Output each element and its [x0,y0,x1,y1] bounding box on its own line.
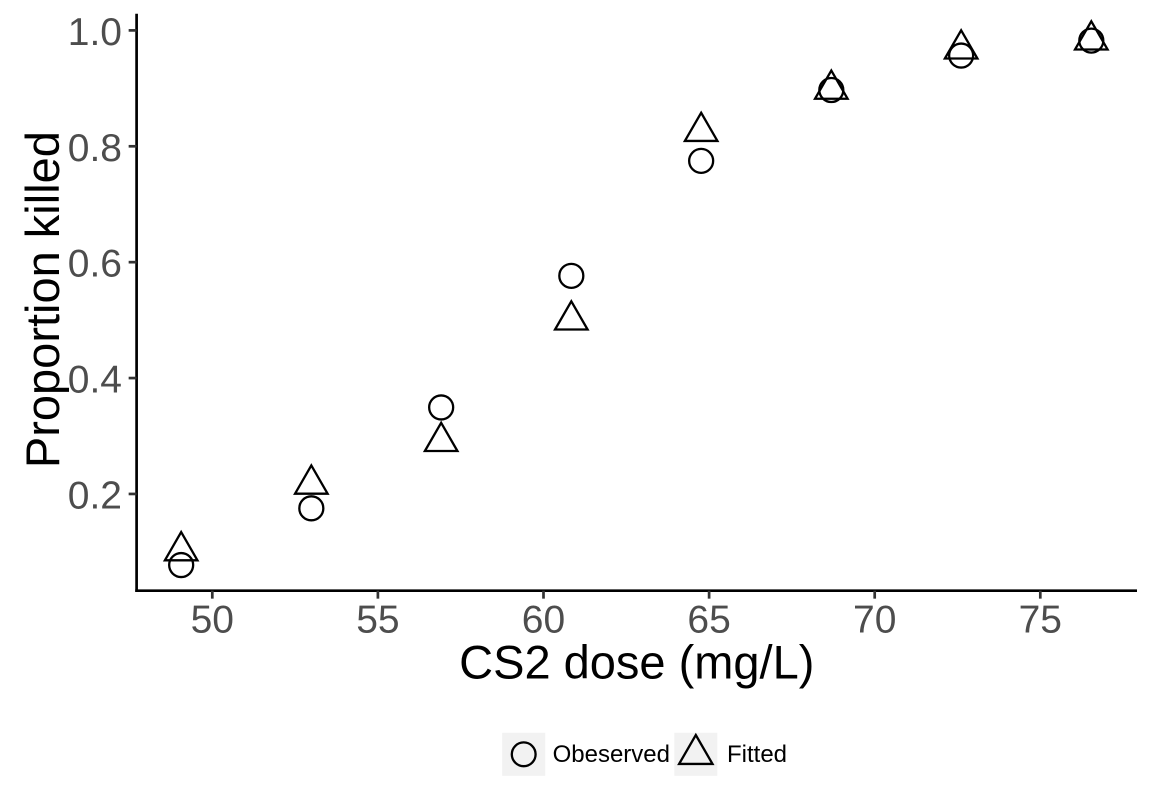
point-triangle [813,68,850,100]
y-tick-label: 1.0 [68,11,122,54]
y-tick-label: 0.6 [68,243,122,286]
y-axis-title: Proportion killed [16,131,69,468]
point-circle [168,551,195,579]
point-triangle [293,463,330,495]
point-circle [428,394,455,421]
x-tick-label: 60 [522,598,565,641]
x-tick-label: 55 [356,598,399,641]
point-triangle [553,299,590,331]
legend-key-observed [502,732,546,776]
x-tick-label: 50 [191,598,234,641]
y-tick-label: 0.2 [68,474,122,517]
y-tick-label: 0.8 [68,127,122,170]
legend-triangle-icon [677,732,715,766]
point-triangle [1073,18,1110,51]
x-axis-title: CS2 dose (mg/L) [459,635,814,688]
x-tick-label: 70 [853,598,896,641]
point-circle [947,42,975,69]
point-triangle [162,529,200,562]
point-triangle [942,28,980,60]
legend: Obeserved Fitted [502,732,787,776]
point-circle [558,262,585,289]
point-triangle [422,420,460,453]
x-tick-label: 65 [687,598,730,641]
point-circle [688,147,715,175]
x-tick-label: 75 [1019,598,1062,641]
point-triangle [682,110,720,143]
data-points [162,18,1110,579]
legend-label-fitted: Fitted [727,741,787,768]
y-tick-label: 0.4 [68,359,122,402]
legend-label-observed: Obeserved [553,741,670,768]
point-circle [298,495,325,522]
legend-key-fitted [674,732,718,776]
legend-circle-icon [510,741,537,768]
axes: 50 55 60 65 70 75 0.2 0.4 0.6 0.8 1.0 [68,11,1137,641]
